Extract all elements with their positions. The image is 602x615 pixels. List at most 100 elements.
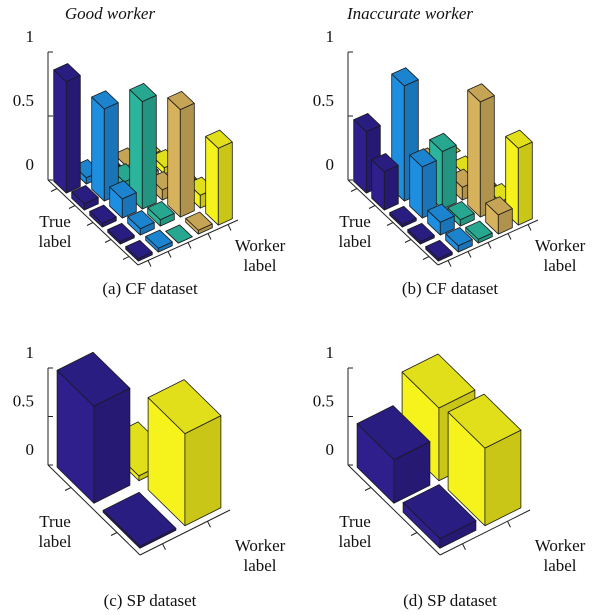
z-tick-label: 1 <box>326 343 335 362</box>
z-tick-label: 0.5 <box>13 91 34 110</box>
z-tick-label: 0 <box>326 440 335 459</box>
bar-top <box>125 239 153 259</box>
z-tick-label: 0 <box>26 155 35 174</box>
axis-tick <box>110 532 118 536</box>
bar-top <box>401 353 476 409</box>
bar-top <box>425 239 453 259</box>
z-tick-label: 0 <box>326 155 335 174</box>
bar <box>389 205 417 228</box>
z-tick-label: 0.5 <box>313 391 334 410</box>
x-axis-label: True label <box>338 212 372 251</box>
bar <box>356 405 431 504</box>
bar <box>427 203 455 236</box>
axis-tick <box>447 260 452 267</box>
z-tick-label: 1 <box>26 27 35 46</box>
caption: (c) SP dataset <box>104 591 197 610</box>
axis-tick <box>410 532 418 536</box>
axis-tick <box>527 224 532 231</box>
axis-tick <box>350 188 358 192</box>
bar-top <box>89 204 117 224</box>
bar <box>425 239 453 262</box>
axis-tick <box>422 256 430 260</box>
axis-tick <box>207 521 211 528</box>
axis-tick <box>368 205 376 209</box>
bar-top <box>145 229 173 249</box>
x-axis-label: True label <box>38 212 72 251</box>
axis-tick <box>122 256 130 260</box>
bar-side <box>91 96 105 202</box>
bar-front <box>179 102 195 218</box>
bar-top <box>205 129 233 149</box>
bar-front <box>217 141 233 226</box>
bar-front <box>184 415 222 527</box>
true-label-axis <box>347 464 441 556</box>
bar-top <box>353 113 381 133</box>
bar-top <box>467 83 495 103</box>
bar-top <box>127 210 155 230</box>
bar-top <box>485 196 513 216</box>
bar-top <box>109 180 137 200</box>
axis-tick <box>104 239 112 243</box>
bar-top <box>371 153 399 173</box>
bar <box>125 239 153 262</box>
bar-top <box>56 351 131 407</box>
bar <box>129 82 157 210</box>
bar <box>147 201 175 227</box>
bar-front <box>93 387 131 504</box>
bar-top <box>102 491 177 547</box>
axis-tick <box>50 188 58 192</box>
bar <box>407 222 435 245</box>
bar-top <box>91 90 119 110</box>
bar-front <box>383 164 399 211</box>
axis-tick <box>227 224 232 231</box>
bar-top <box>465 220 493 240</box>
bar-top <box>185 211 213 231</box>
bar <box>107 222 135 245</box>
bar-side <box>167 97 181 218</box>
bar <box>109 180 137 219</box>
bar <box>185 211 213 235</box>
y-axis-label: Worker label <box>234 536 286 575</box>
bar-top <box>402 484 477 539</box>
bar-top <box>427 203 455 223</box>
panel-title: Good worker <box>65 4 156 23</box>
axis-tick <box>467 251 472 258</box>
bar-front <box>141 94 157 210</box>
bar-top <box>147 379 222 434</box>
bar <box>165 224 193 244</box>
axis-tick <box>507 521 511 528</box>
z-tick-label: 0 <box>26 440 35 459</box>
bar-top <box>409 148 437 168</box>
caption: (b) CF dataset <box>402 279 499 298</box>
axis-tick <box>207 233 212 240</box>
bar-top <box>356 405 431 461</box>
z-tick-label: 1 <box>26 343 35 362</box>
bar <box>402 484 477 549</box>
bar-top <box>505 129 533 149</box>
panel: 0 0.5 1 (c) SP dataset <box>13 343 231 610</box>
axis-tick <box>167 251 172 258</box>
bar <box>409 148 437 219</box>
bar-front <box>441 144 457 210</box>
axis-tick <box>64 487 72 491</box>
bar-top <box>447 393 522 449</box>
bar <box>53 63 81 194</box>
axis-tick <box>147 260 152 267</box>
bar <box>447 393 522 527</box>
axis-tick <box>507 233 512 240</box>
bar <box>102 491 177 549</box>
bar-side <box>205 135 219 226</box>
bar-side <box>353 119 367 194</box>
bar-side <box>53 69 67 194</box>
bar <box>205 129 233 226</box>
bar <box>89 204 117 228</box>
bar <box>371 153 399 211</box>
panel: 0 0.5 1 Inaccurate worker (b) CF dataset <box>313 4 539 298</box>
worker-label-axis <box>439 509 531 556</box>
x-axis-label: True label <box>338 512 372 551</box>
axis-tick <box>68 205 76 209</box>
axis-tick <box>162 543 166 550</box>
bar-top <box>391 67 419 87</box>
bar-top <box>407 222 435 242</box>
